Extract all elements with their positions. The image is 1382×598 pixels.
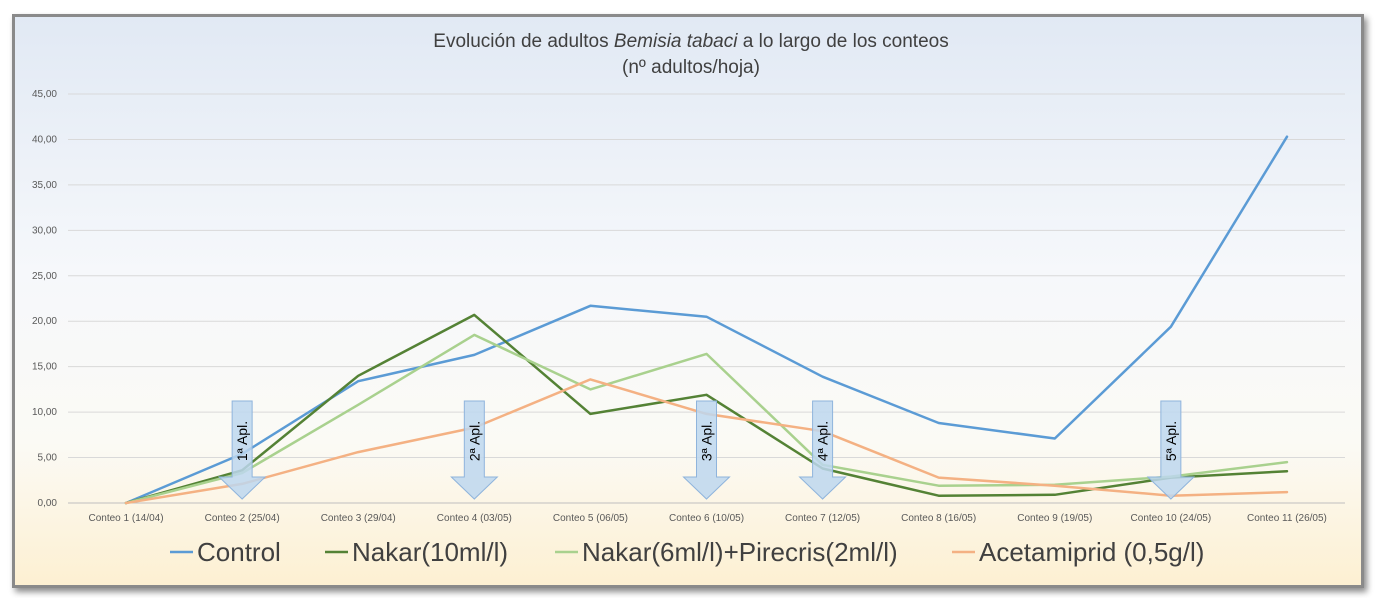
y-tick-label: 10,00 [32, 407, 57, 418]
x-tick-label: Conteo 9 (19/05) [1017, 513, 1092, 524]
legend-label: Control [197, 537, 281, 567]
y-tick-label: 25,00 [32, 271, 57, 282]
application-arrow: 2ª Apl. [450, 400, 499, 500]
y-tick-label: 35,00 [32, 180, 57, 191]
arrow-label: 2ª Apl. [466, 421, 482, 461]
y-tick-label: 0,00 [38, 498, 58, 509]
legend-item: Acetamiprid (0,5g/l) [952, 537, 1204, 567]
arrow-shape [1146, 400, 1196, 500]
arrow-shape [450, 400, 499, 500]
x-tick-label: Conteo 5 (06/05) [553, 513, 628, 524]
arrow-shape [217, 400, 267, 500]
x-tick-label: Conteo 1 (14/04) [89, 513, 164, 524]
y-tick-label: 30,00 [32, 225, 57, 236]
chart-subtitle: (nº adultos/hoja) [622, 57, 760, 78]
x-tick-label: Conteo 4 (03/05) [437, 513, 512, 524]
x-tick-label: Conteo 2 (25/04) [205, 513, 280, 524]
x-tick-label: Conteo 10 (24/05) [1131, 513, 1212, 524]
x-tick-label: Conteo 6 (10/05) [669, 513, 744, 524]
legend-item: Control [170, 537, 281, 567]
arrow-label: 5ª Apl. [1163, 421, 1179, 461]
application-arrow: 4ª Apl. [798, 400, 847, 500]
arrow-shape [798, 400, 847, 500]
arrow-label: 1ª Apl. [234, 421, 250, 461]
gridlines [68, 93, 1345, 504]
series-line [124, 333, 1289, 505]
chart-title: Evolución de adultos Bemisia tabaci a lo… [433, 31, 948, 52]
x-tick-label: Conteo 3 (29/04) [321, 513, 396, 524]
application-arrows: 1ª Apl. 2ª Apl. 3ª Apl. 4ª Apl. 5ª Apl. [217, 400, 1196, 500]
y-tick-label: 40,00 [32, 134, 57, 145]
application-arrow: 1ª Apl. [217, 400, 267, 500]
x-tick-label: Conteo 11 (26/05) [1247, 513, 1327, 524]
y-axis-ticks: 0,00 5,00 10,00 15,00 20,00 25,00 30,00 35,00 40… [32, 89, 57, 509]
x-tick-label: Conteo 7 (12/05) [785, 513, 860, 524]
legend-item: Nakar(6ml/l)+Pirecris(2ml/l) [555, 537, 898, 567]
y-tick-label: 20,00 [32, 316, 57, 327]
application-arrow: 3ª Apl. [682, 400, 731, 500]
series-line [124, 135, 1289, 505]
x-axis-ticks: Conteo 1 (14/04) Conteo 2 (25/04) Conteo 3… [89, 513, 1327, 524]
legend-label: Nakar(10ml/l) [352, 537, 508, 567]
application-arrow: 5ª Apl. [1146, 400, 1196, 500]
arrow-label: 4ª Apl. [815, 421, 831, 461]
y-tick-label: 5,00 [38, 453, 58, 464]
legend-item: Nakar(10ml/l) [325, 537, 508, 567]
x-tick-label: Conteo 8 (16/05) [901, 513, 976, 524]
legend: Control Nakar(10ml/l) Nakar(6ml/l)+Pirecri… [170, 537, 1204, 567]
y-tick-label: 15,00 [32, 362, 57, 373]
y-tick-label: 45,00 [32, 89, 57, 100]
arrow-shape [682, 400, 731, 500]
legend-label: Acetamiprid (0,5g/l) [979, 537, 1204, 567]
legend-label: Nakar(6ml/l)+Pirecris(2ml/l) [582, 537, 898, 567]
arrow-label: 3ª Apl. [699, 421, 715, 461]
